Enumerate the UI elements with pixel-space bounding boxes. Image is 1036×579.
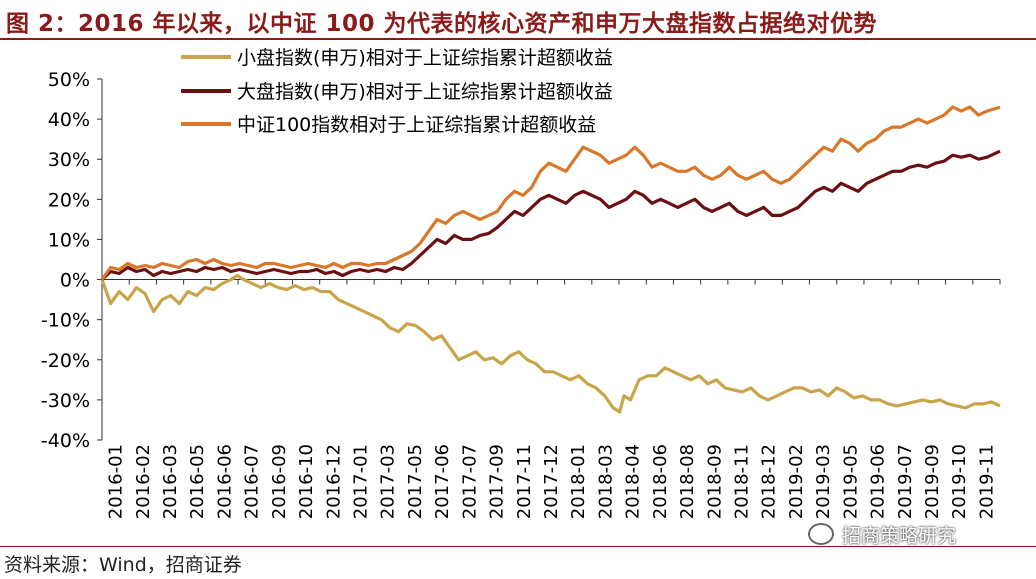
chart-area: 50% 40% 30% 20% 10% 0% -10% -20% -30% -40% 2016-01… <box>0 40 1036 545</box>
x-tick-label: 2018-03 <box>595 444 616 519</box>
x-tick-label: 2017-05 <box>405 444 426 519</box>
watermark-text: 招商策略研究 <box>842 525 957 547</box>
x-tick-label: 2019-05 <box>840 444 861 519</box>
x-tick-label: 2017-03 <box>378 444 399 519</box>
x-tick-label: 2016-10 <box>296 444 317 519</box>
x-tick-label: 2019-07 <box>895 444 916 519</box>
wechat-icon <box>808 523 834 545</box>
y-tick-label: -40% <box>41 430 90 452</box>
title-bar: 图 2：2016 年以来，以中证 100 为代表的核心资产和申万大盘指数占据绝对… <box>0 0 1036 38</box>
chart-title: 图 2：2016 年以来，以中证 100 为代表的核心资产和申万大盘指数占据绝对… <box>6 11 878 37</box>
watermark: 招商策略研究 <box>808 521 956 548</box>
x-tick-label: 2016-01 <box>106 444 127 519</box>
x-tick-label: 2017-01 <box>351 444 372 519</box>
y-tick-label: 50% <box>48 69 90 91</box>
x-tick-label: 2016-05 <box>187 444 208 519</box>
x-tick-label: 2019-02 <box>786 444 807 519</box>
series-line-3 <box>100 105 1001 281</box>
x-tick-label: 2017-09 <box>487 444 508 519</box>
x-tick-label: 2016-02 <box>133 444 154 519</box>
x-tick-label: 2018-01 <box>568 444 589 519</box>
x-tick-label: 2017-07 <box>459 444 480 519</box>
series-line-2 <box>100 149 1001 281</box>
x-tick-label: 2016-12 <box>323 444 344 519</box>
x-tick-label: 2018-11 <box>731 444 752 519</box>
source-note: 资料来源：Wind，招商证券 <box>4 554 242 576</box>
series-line-1 <box>100 273 1001 414</box>
y-tick-label: 10% <box>48 229 90 251</box>
title-divider <box>0 38 1036 40</box>
legend-label-2: 大盘指数(申万)相对于上证综指累计超额收益 <box>237 81 613 103</box>
y-tick-label: -10% <box>41 310 90 332</box>
y-tick-label: -20% <box>41 350 90 372</box>
x-tick-label: 2017-12 <box>541 444 562 519</box>
x-tick-label: 2019-06 <box>868 444 889 519</box>
y-tick-label: 40% <box>48 109 90 131</box>
x-tick-label: 2018-04 <box>623 444 644 519</box>
x-tick-label: 2016-06 <box>214 444 235 519</box>
x-tick-label: 2018-09 <box>704 444 725 519</box>
x-tick-label: 2016-03 <box>160 444 181 519</box>
x-tick-label: 2016-09 <box>269 444 290 519</box>
x-tick-label: 2017-11 <box>514 444 535 519</box>
x-tick-label: 2019-09 <box>922 444 943 519</box>
bottom-divider <box>0 546 1036 547</box>
x-tick-label: 2018-08 <box>677 444 698 519</box>
x-tick-label: 2018-06 <box>650 444 671 519</box>
x-tick-label: 2016-07 <box>242 444 263 519</box>
x-tick-label: 2018-12 <box>759 444 780 519</box>
line-chart: 50% 40% 30% 20% 10% 0% -10% -20% -30% -40% 2016-01… <box>41 47 1001 519</box>
legend-label-3: 中证100指数相对于上证综指累计超额收益 <box>237 114 596 136</box>
legend-label-1: 小盘指数(申万)相对于上证综指累计超额收益 <box>237 47 613 69</box>
x-tick-label: 2019-10 <box>949 444 970 519</box>
x-tick-label: 2019-11 <box>976 444 997 519</box>
y-tick-label: 20% <box>48 189 90 211</box>
x-tick-label: 2017-06 <box>432 444 453 519</box>
x-tick-label: 2019-03 <box>813 444 834 519</box>
y-tick-label: 30% <box>48 149 90 171</box>
y-tick-label: 0% <box>60 270 90 292</box>
y-tick-label: -30% <box>41 390 90 412</box>
